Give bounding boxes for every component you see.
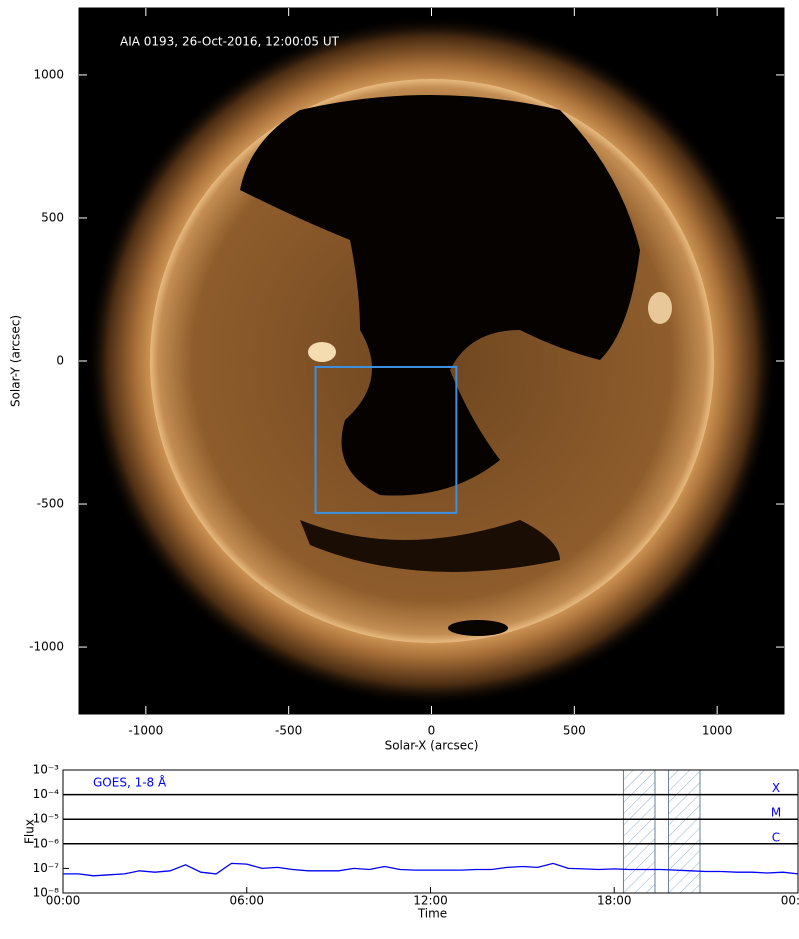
y-tick-label: -500	[37, 497, 64, 511]
active-region	[648, 292, 672, 324]
class-label: X	[772, 781, 780, 795]
y-tick-label: 10⁻⁶	[33, 836, 60, 850]
x-tick-label: 00:00	[781, 894, 799, 908]
x-axis-label: Time	[417, 907, 447, 921]
y-tick-label: 10⁻³	[33, 763, 60, 777]
flux-line	[63, 862, 799, 877]
x-tick-label: -500	[275, 724, 302, 738]
x-tick-label: 12:00	[413, 894, 448, 908]
time-span	[622, 769, 656, 894]
x-tick-label: 1000	[702, 724, 733, 738]
x-tick-label: 06:00	[229, 894, 264, 908]
y-tick-label: 500	[41, 210, 64, 224]
active-region	[308, 342, 336, 362]
time-span	[667, 769, 701, 894]
y-tick-label: 0	[56, 354, 64, 368]
y-axis-label: Flux	[23, 819, 37, 844]
class-label: C	[772, 830, 780, 844]
coronal-hole	[448, 620, 508, 636]
y-tick-label: -1000	[29, 640, 64, 654]
y-tick-label: 1000	[33, 67, 64, 81]
image-title: AIA 0193, 26-Oct-2016, 12:00:05 UT	[120, 35, 340, 49]
y-tick-label: 10⁻⁷	[33, 861, 60, 875]
x-tick-label: 18:00	[597, 894, 632, 908]
y-axis-label: Solar-Y (arcsec)	[9, 315, 23, 407]
x-tick-label: 0	[428, 724, 436, 738]
y-tick-label: 10⁻⁸	[33, 886, 60, 900]
region-box	[314, 366, 458, 514]
y-tick-label: 10⁻⁵	[33, 812, 60, 826]
y-tick-label: 10⁻⁴	[33, 787, 60, 801]
solar-image	[79, 8, 784, 714]
x-tick-label: 500	[563, 724, 586, 738]
x-tick-label: -1000	[128, 724, 163, 738]
class-label: M	[771, 806, 781, 820]
x-axis-label: Solar-X (arcsec)	[385, 739, 479, 753]
x-tick-label: 00:00	[46, 894, 81, 908]
coronal-hole	[300, 520, 560, 572]
series-annotation: GOES, 1-8 Å	[93, 775, 167, 790]
coronal-hole	[240, 95, 640, 496]
